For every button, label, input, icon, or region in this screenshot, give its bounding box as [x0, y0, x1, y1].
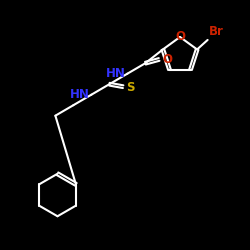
Text: HN: HN — [106, 67, 126, 80]
Text: O: O — [162, 53, 172, 66]
Text: HN: HN — [70, 88, 90, 101]
Text: Br: Br — [209, 26, 224, 38]
Text: O: O — [175, 30, 185, 44]
Text: S: S — [126, 81, 134, 94]
